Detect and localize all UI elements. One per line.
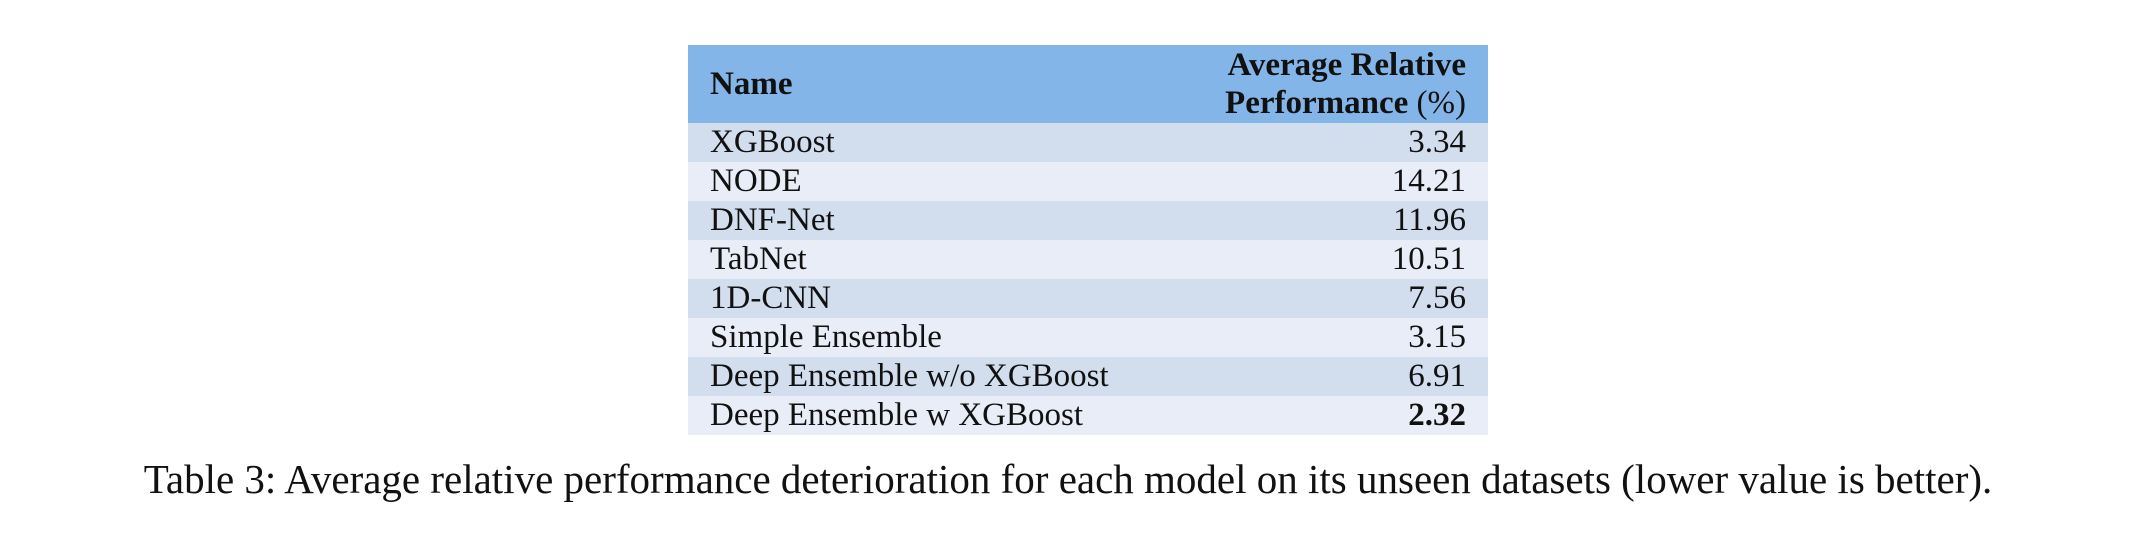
row-value: 14.21	[1166, 162, 1488, 201]
table-row: Simple Ensemble 3.15	[688, 318, 1488, 357]
row-name: DNF-Net	[688, 201, 1166, 240]
table-row: TabNet 10.51	[688, 240, 1488, 279]
row-value: 10.51	[1166, 240, 1488, 279]
row-name: NODE	[688, 162, 1166, 201]
results-table: Name Average Relative Performance (%) XG…	[688, 45, 1488, 435]
table-caption: Table 3: Average relative performance de…	[143, 456, 1993, 502]
table-row: Deep Ensemble w/o XGBoost 6.91	[688, 357, 1488, 396]
row-value: 6.91	[1166, 357, 1488, 396]
header-average-relative-performance: Average Relative Performance (%)	[1166, 45, 1488, 123]
row-value-best: 2.32	[1166, 396, 1488, 435]
header-value-unit: (%)	[1416, 85, 1466, 121]
row-name: 1D-CNN	[688, 279, 1166, 318]
header-name: Name	[688, 45, 1166, 123]
header-value-line2-wrap: Performance (%)	[1188, 84, 1466, 122]
results-table-container: Name Average Relative Performance (%) XG…	[688, 45, 1488, 435]
row-value: 3.34	[1166, 123, 1488, 162]
row-name: XGBoost	[688, 123, 1166, 162]
header-value-line1: Average Relative	[1227, 47, 1466, 83]
table-row: NODE 14.21	[688, 162, 1488, 201]
table-header-row: Name Average Relative Performance (%)	[688, 45, 1488, 123]
table-row: DNF-Net 11.96	[688, 201, 1488, 240]
table-row: XGBoost 3.34	[688, 123, 1488, 162]
header-value-line2: Performance	[1225, 85, 1409, 121]
row-name: Deep Ensemble w XGBoost	[688, 396, 1166, 435]
table-row: Deep Ensemble w XGBoost 2.32	[688, 396, 1488, 435]
row-name: Deep Ensemble w/o XGBoost	[688, 357, 1166, 396]
row-name: TabNet	[688, 240, 1166, 279]
row-value: 3.15	[1166, 318, 1488, 357]
table-row: 1D-CNN 7.56	[688, 279, 1488, 318]
row-value: 11.96	[1166, 201, 1488, 240]
row-name: Simple Ensemble	[688, 318, 1166, 357]
row-value: 7.56	[1166, 279, 1488, 318]
